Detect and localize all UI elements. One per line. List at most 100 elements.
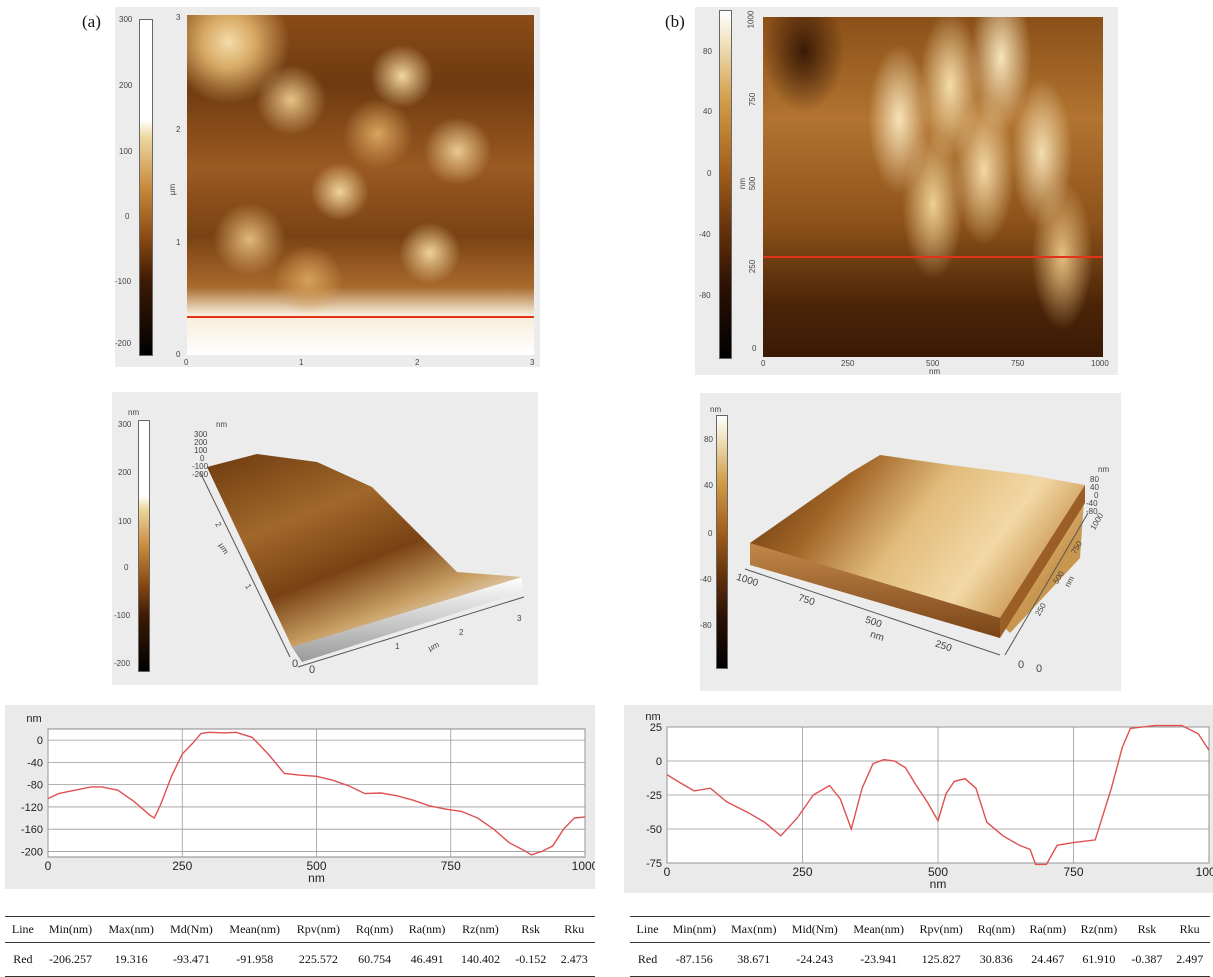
z-tick: -40	[1086, 499, 1098, 508]
colorbar-tick: 200	[119, 81, 133, 90]
table-header: Rku	[1169, 916, 1210, 943]
table-cell: 19.316	[100, 942, 163, 977]
table-cell: -24.243	[784, 942, 846, 977]
right-axis-tick: 3	[517, 614, 522, 623]
z-tick: -200	[192, 470, 209, 479]
series-line	[47, 731, 586, 856]
afm-2d-image-b: 80 40 0 -40 -80 nm 1000 750 500 250 0 0 …	[695, 7, 1118, 376]
table-header: Rsk	[1124, 916, 1170, 943]
table-header: Rpv(nm)	[288, 916, 349, 943]
y-axis-label: nm	[26, 713, 41, 725]
table-cell: -0.152	[507, 942, 554, 977]
y-tick-label: -200	[21, 846, 43, 858]
y-tick-label: -75	[646, 858, 662, 870]
table-header: Rsk	[507, 916, 554, 943]
y-tick-label: 25	[650, 722, 662, 734]
table-cell: -93.471	[162, 942, 221, 977]
table-row: Red -206.257 19.316 -93.471 -91.958 225.…	[5, 942, 595, 977]
table-header: Rq(nm)	[970, 916, 1023, 943]
colorbar-tick: -40	[699, 230, 711, 239]
table-header: Ra(nm)	[401, 916, 454, 943]
table-header: Mid(Nm)	[784, 916, 846, 943]
y-tick-label: -120	[21, 802, 43, 814]
topography-map-b	[763, 17, 1103, 357]
table-cell: 38.671	[723, 942, 785, 977]
y-tick-label: -80	[27, 780, 43, 792]
x-tick-label: 500	[306, 859, 326, 873]
x-tick: 3	[530, 358, 535, 367]
x-tick: 750	[1011, 359, 1025, 368]
table-header: Max(nm)	[100, 916, 163, 943]
y-tick: 3	[176, 13, 181, 22]
origin-tick: 0	[309, 664, 316, 676]
x-tick-label: 500	[928, 865, 948, 879]
table-cell: -206.257	[40, 942, 101, 977]
afm-3d-image-b: nm 80 40 0 -40 -80 nm 80 40 0 -40 -80 10…	[700, 393, 1121, 691]
axis-unit-label: nm	[929, 367, 941, 376]
colorbar-tick: -100	[115, 277, 132, 286]
height-profile-b: 250-25-50-7502505007501000nmnm	[624, 705, 1213, 893]
table-header: Min(nm)	[40, 916, 101, 943]
colorbar-tick: 100	[118, 517, 132, 526]
x-tick-label: 750	[441, 859, 461, 873]
colorbar-tick: 40	[704, 481, 713, 490]
z-tick: 40	[1090, 483, 1099, 492]
table-header: Line	[5, 916, 41, 943]
y-tick: 250	[748, 259, 758, 274]
colorbar-unit: nm	[128, 408, 140, 417]
table-cell: Red	[630, 942, 666, 977]
colorbar-tick: 0	[708, 529, 713, 538]
roughness-table-a: Line Min(nm) Max(nm) Md(Nm) Mean(nm) Rpv…	[5, 916, 595, 977]
x-tick: 1	[299, 358, 304, 367]
x-tick-label: 250	[792, 865, 812, 879]
colorbar-3d-b	[716, 415, 728, 669]
z-tick: -100	[192, 462, 209, 471]
colorbar-tick: -80	[700, 621, 712, 630]
origin-tick: 0	[1018, 659, 1025, 671]
table-cell: 125.827	[911, 942, 971, 977]
colorbar-tick: -80	[699, 291, 711, 300]
colorbar-a	[139, 19, 153, 356]
x-tick: 500	[926, 359, 940, 368]
z-tick: 0	[200, 454, 205, 463]
y-tick: 1	[176, 238, 181, 247]
colorbar-tick: 200	[118, 468, 132, 477]
table-header: Rq(nm)	[348, 916, 402, 943]
table-cell: 61.910	[1073, 942, 1125, 977]
table-header: Rpv(nm)	[911, 916, 971, 943]
panel-label-a: (a)	[82, 12, 101, 31]
y-axis-label: nm	[645, 711, 660, 723]
right-axis-tick: 1	[395, 642, 400, 651]
panel-label-b: (b)	[665, 12, 685, 31]
table-cell: 225.572	[288, 942, 349, 977]
y-tick-label: 0	[37, 735, 43, 747]
colorbar-tick: -200	[114, 659, 131, 668]
y-tick-label: -160	[21, 824, 43, 836]
roughness-table-b: Line Min(nm) Max(nm) Mid(Nm) Mean(nm) Rp…	[630, 916, 1210, 977]
origin-tick: 0	[1036, 663, 1043, 675]
colorbar-3d-a	[138, 420, 150, 672]
afm-2d-image-a: 300 200 100 0 -100 -200 µm 3 2 1 0 0 1 2…	[115, 7, 540, 367]
profile-chart-a: 0-40-80-120-160-20002505007501000nmnm	[21, 713, 599, 885]
y-tick-label: 0	[656, 756, 662, 768]
height-profile-a: 0-40-80-120-160-20002505007501000nmnm	[5, 705, 599, 889]
table-cell: 2.473	[553, 942, 595, 977]
table-cell: 140.402	[453, 942, 508, 977]
y-tick-label: -40	[27, 757, 43, 769]
afm-3d-image-a: nm 300 200 100 0 -100 -200 nm 300 200 10…	[112, 392, 538, 685]
table-header: Min(nm)	[665, 916, 724, 943]
series-line	[666, 724, 1210, 866]
x-tick-label: 0	[45, 859, 52, 873]
table-header: Line	[630, 916, 666, 943]
x-tick: 250	[841, 359, 855, 368]
colorbar-tick: 80	[704, 435, 713, 444]
x-tick-label: 1000	[1196, 865, 1213, 879]
colorbar-tick: -200	[115, 339, 132, 348]
table-cell: 24.467	[1022, 942, 1074, 977]
colorbar-b	[719, 10, 732, 359]
table-header: Mean(nm)	[220, 916, 289, 943]
y-tick: 750	[748, 92, 758, 107]
y-tick: 500	[748, 176, 758, 191]
x-tick-label: 750	[1063, 865, 1083, 879]
table-header: Rku	[553, 916, 595, 943]
